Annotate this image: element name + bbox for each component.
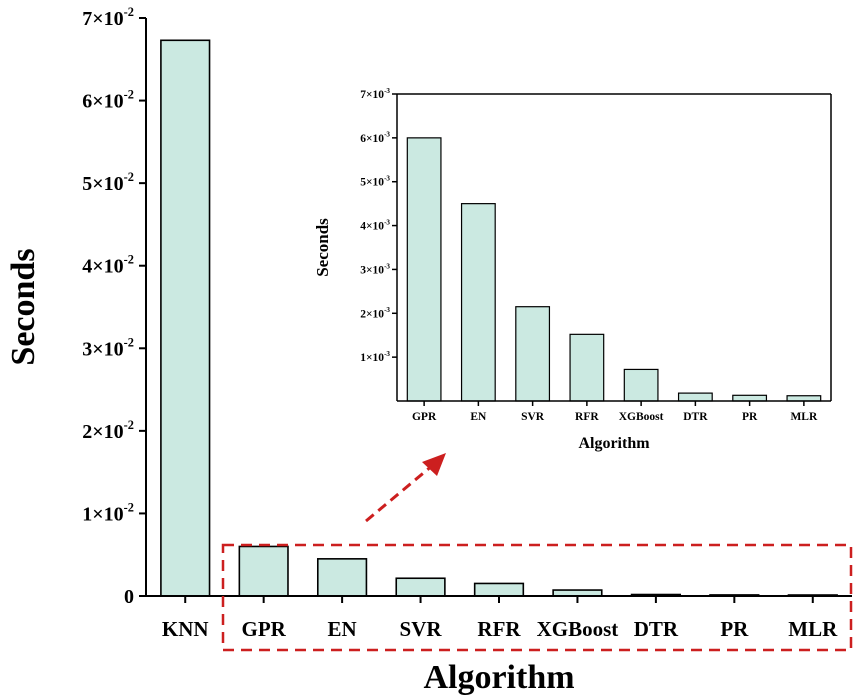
main-x-tick-label: EN xyxy=(328,617,357,641)
inset-bar-mlr xyxy=(786,395,822,402)
inset-bar-xgboost xyxy=(623,368,659,402)
main-x-tick-label: PR xyxy=(720,617,749,641)
inset-x-axis-title: Algorithm xyxy=(578,435,650,452)
inset-chart: GPR EN SVR RFR XGBoost DTR PR MLR 1×10-3 2×10-3 3×… xyxy=(313,87,832,452)
inset-bar-pr xyxy=(732,394,768,402)
inset-x-tick-label: XGBoost xyxy=(619,411,664,423)
main-y-tick-label: 6×10-2 xyxy=(82,88,134,113)
main-x-tick-label: RFR xyxy=(477,617,521,641)
main-x-tick-label: DTR xyxy=(634,617,679,641)
main-bar-en xyxy=(316,558,368,597)
inset-bar-svr xyxy=(515,306,551,402)
inset-x-tick-label: GPR xyxy=(412,411,437,423)
main-y-tick-label: 4×10-2 xyxy=(82,253,134,278)
main-bar-svr xyxy=(395,577,446,597)
inset-x-tick-label: EN xyxy=(470,411,487,423)
inset-y-axis-title: Seconds xyxy=(313,218,332,277)
main-y-tick-label: 2×10-2 xyxy=(82,418,134,443)
inset-bar-rfr xyxy=(569,333,605,402)
main-x-tick-label: KNN xyxy=(162,617,209,641)
inset-bar-en xyxy=(460,203,496,402)
main-x-tick-label: SVR xyxy=(400,617,443,641)
inset-y-tick-label: 7×10-3 xyxy=(360,87,390,101)
main-bar-gpr xyxy=(238,545,289,597)
main-y-tick-label: 0 xyxy=(124,586,134,608)
main-x-tick-label: GPR xyxy=(242,617,287,641)
main-x-tick-label: XGBoost xyxy=(537,617,619,641)
main-y-tick-label: 1×10-2 xyxy=(82,500,134,525)
inset-y-tick-label: 3×10-3 xyxy=(360,262,390,276)
main-x-axis-title: Algorithm xyxy=(423,659,574,696)
zoom-arrow-head xyxy=(422,453,446,476)
inset-x-tick-label: RFR xyxy=(575,411,599,423)
zoom-arrow-line xyxy=(365,463,434,523)
main-x-tick-label: MLR xyxy=(788,617,838,641)
main-y-tick-label: 3×10-2 xyxy=(82,335,134,360)
inset-x-tick-label: PR xyxy=(742,411,758,423)
inset-x-tick-label: MLR xyxy=(790,411,818,423)
main-y-tick-label: 7×10-2 xyxy=(82,5,134,30)
inset-y-tick-label: 6×10-3 xyxy=(360,131,390,145)
inset-bar-gpr xyxy=(406,137,442,402)
main-bar-knn xyxy=(160,39,211,597)
inset-x-tick-label: DTR xyxy=(683,411,708,423)
main-y-tick-label: 5×10-2 xyxy=(82,170,134,195)
inset-y-tick-label: 4×10-3 xyxy=(360,218,390,232)
inset-y-tick-label: 1×10-3 xyxy=(360,350,390,364)
highlight-dashed-box xyxy=(221,543,853,652)
inset-bar-dtr xyxy=(677,392,713,402)
inset-y-tick-label: 2×10-3 xyxy=(360,306,390,320)
inset-y-tick-label: 5×10-3 xyxy=(360,175,390,189)
main-bar-rfr xyxy=(473,582,525,597)
zoom-highlight xyxy=(221,453,853,652)
main-y-axis-title: Seconds xyxy=(5,248,42,365)
inset-x-tick-label: SVR xyxy=(521,411,545,423)
